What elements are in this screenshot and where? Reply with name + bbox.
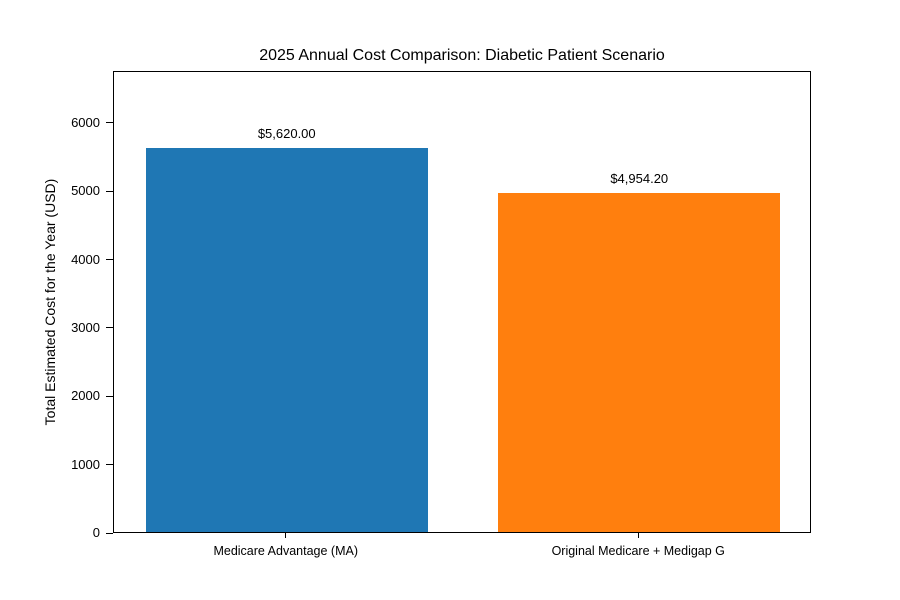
- y-tick-mark: [106, 122, 113, 124]
- y-tick-mark: [106, 259, 113, 261]
- y-tick-label: 2000: [71, 388, 100, 404]
- bar-value-label: $4,954.20: [610, 171, 669, 187]
- bar-medicare-advantage: [145, 147, 428, 532]
- x-tick-label: Original Medicare + Medigap G: [551, 544, 725, 558]
- y-tick-label: 5000: [71, 183, 100, 199]
- bar-original-medicare-medigap: [498, 193, 781, 532]
- y-tick-mark: [106, 464, 113, 466]
- x-tick-label: Medicare Advantage (MA): [213, 544, 358, 558]
- y-tick-mark: [106, 190, 113, 192]
- plot-area: $5,620.00 $4,954.20: [113, 71, 811, 533]
- y-tick-label: 6000: [71, 114, 100, 130]
- y-tick-label: 4000: [71, 251, 100, 267]
- y-tick-label: 0: [92, 525, 100, 540]
- y-tick-label: 3000: [71, 319, 100, 335]
- x-tick-mark: [285, 533, 287, 538]
- chart-title: 2025 Annual Cost Comparison: Diabetic Pa…: [259, 47, 665, 64]
- y-tick-mark: [106, 395, 113, 397]
- y-tick-mark: [106, 532, 113, 534]
- y-tick-label: 1000: [71, 456, 100, 472]
- y-tick-mark: [106, 327, 113, 329]
- bar-value-label: $5,620.00: [257, 125, 316, 141]
- x-tick-mark: [637, 533, 639, 538]
